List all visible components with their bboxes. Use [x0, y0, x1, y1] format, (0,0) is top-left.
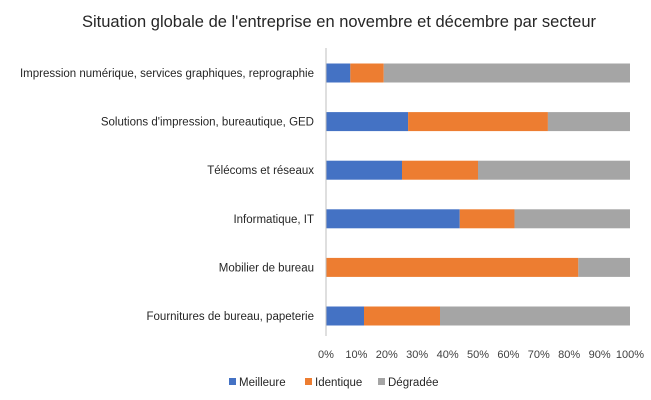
x-tick-label: 60%	[497, 349, 519, 361]
category-label: Télécoms et réseaux	[207, 165, 314, 177]
legend-label-meilleure: Meilleure	[239, 377, 286, 389]
x-tick-label: 40%	[437, 349, 459, 361]
x-tick-label: 90%	[589, 349, 611, 361]
bar-segment-identique-2	[402, 160, 478, 180]
x-tick-label: 100%	[616, 349, 644, 361]
x-tick-label: 30%	[406, 349, 428, 361]
x-tick-label: 80%	[558, 349, 580, 361]
bar-segment-dégradée-0	[383, 63, 630, 83]
bar-segment-identique-4	[326, 257, 579, 277]
category-label: Solutions d'impression, bureautique, GED	[101, 117, 314, 129]
bar-segment-identique-3	[459, 209, 515, 229]
category-labels: Impression numérique, services graphique…	[20, 68, 314, 323]
legend: Meilleure Identique Dégradée	[229, 377, 439, 389]
legend-swatch-dégradée	[378, 378, 385, 385]
bar-segment-meilleure-1	[326, 112, 409, 132]
legend-swatch-meilleure	[229, 378, 236, 385]
x-tick-label: 50%	[467, 349, 489, 361]
bar-segment-meilleure-3	[326, 209, 460, 229]
bar-segment-dégradée-1	[547, 112, 630, 132]
x-tick-labels: 0% 10% 20% 30% 40% 50% 60% 70% 80% 90% 100%	[318, 349, 644, 361]
bar-segment-meilleure-0	[326, 63, 351, 83]
bar-segment-dégradée-5	[440, 306, 630, 326]
x-tick-label: 10%	[345, 349, 367, 361]
x-tick-label: 70%	[528, 349, 550, 361]
category-label: Informatique, IT	[233, 214, 314, 226]
category-label: Fournitures de bureau, papeterie	[147, 311, 315, 323]
bar-segment-dégradée-4	[578, 257, 630, 277]
bar-segment-dégradée-2	[478, 160, 630, 180]
bar-segment-meilleure-2	[326, 160, 402, 180]
x-tick-label: 20%	[376, 349, 398, 361]
bar-segment-identique-1	[408, 112, 548, 132]
legend-label-identique: Identique	[315, 377, 362, 389]
legend-label-dégradée: Dégradée	[388, 377, 439, 389]
bar-segment-identique-0	[350, 63, 384, 83]
chart-title: Situation globale de l'entreprise en nov…	[82, 13, 597, 31]
bar-segment-meilleure-5	[326, 306, 364, 326]
legend-swatch-identique	[305, 378, 312, 385]
bar-segment-identique-5	[364, 306, 440, 326]
bars-layer	[326, 63, 630, 326]
x-tick-label: 0%	[318, 349, 334, 361]
category-label: Impression numérique, services graphique…	[20, 68, 314, 80]
bar-segment-dégradée-3	[514, 209, 630, 229]
category-label: Mobilier de bureau	[219, 262, 314, 274]
